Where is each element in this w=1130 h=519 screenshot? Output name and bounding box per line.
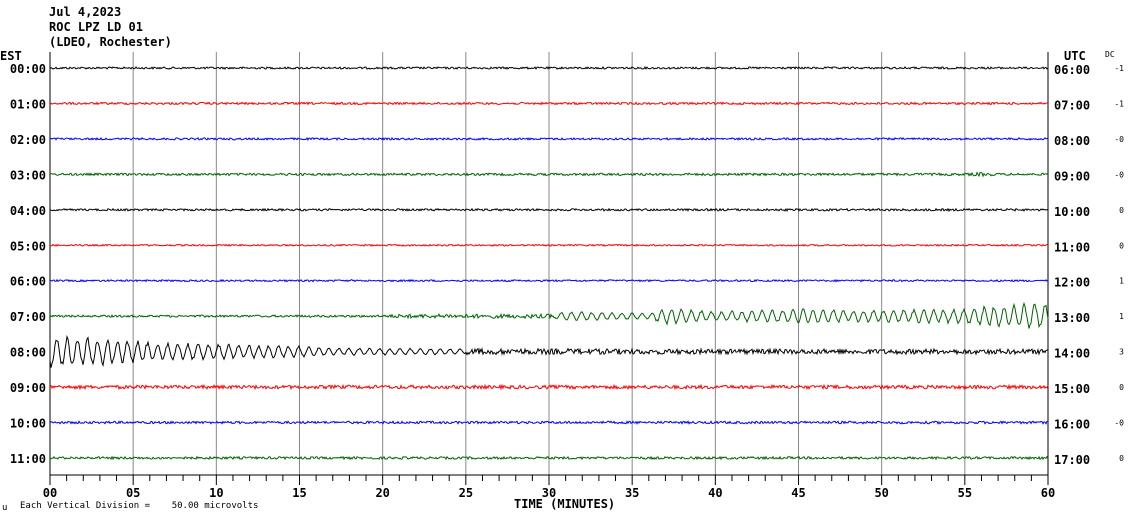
trace-line: [49, 243, 1049, 247]
dc-value: 0: [1119, 383, 1124, 392]
x-axis: 00 05 10 15 20 25 30 35 40 45 50 55 60: [43, 474, 1055, 500]
dc-value: 0: [1119, 454, 1124, 463]
trace-line: [49, 383, 1049, 391]
trace-line: [49, 334, 1049, 368]
dc-value: 0: [1119, 241, 1124, 250]
utc-hour-label: 16:00: [1054, 418, 1090, 432]
trace-line: [49, 136, 1048, 141]
utc-hour-label: 11:00: [1054, 240, 1090, 254]
est-hour-label: 06:00: [10, 275, 46, 289]
x-tick-label: 35: [625, 486, 639, 500]
utc-hour-label: 08:00: [1054, 134, 1090, 148]
est-hour-label: 05:00: [10, 239, 46, 253]
dc-value: -1: [1114, 64, 1124, 73]
x-axis-label: TIME (MINUTES): [514, 497, 615, 511]
date-label: Jul 4,2023: [49, 5, 121, 19]
scale-note: Each Vertical Division = 50.00 microvolt…: [20, 501, 258, 511]
traces: [49, 65, 1049, 461]
x-tick-label: 20: [375, 486, 389, 500]
utc-hour-label: 06:00: [1054, 63, 1090, 77]
dc-value: 3: [1119, 348, 1124, 357]
est-hour-label: 07:00: [10, 310, 46, 324]
est-hour-label: 09:00: [10, 381, 46, 395]
x-tick-label: 45: [791, 486, 805, 500]
x-tick-label: 10: [209, 486, 223, 500]
x-tick-label: 40: [708, 486, 722, 500]
dc-value: -0: [1114, 170, 1124, 179]
utc-hour-label: 12:00: [1054, 276, 1090, 290]
dc-value: -1: [1114, 99, 1124, 108]
x-tick-label: 60: [1041, 486, 1055, 500]
dc-title: DC: [1105, 50, 1115, 59]
trace-line: [49, 101, 1049, 106]
trace-line: [49, 207, 1049, 212]
utc-hour-label: 14:00: [1054, 347, 1090, 361]
x-tick-label: 25: [459, 486, 473, 500]
utc-hour-label: 17:00: [1054, 453, 1090, 467]
trace-line: [50, 171, 1049, 178]
trace-line: [49, 301, 1049, 329]
trace-line: [49, 65, 1049, 70]
trace-line: [49, 420, 1049, 425]
x-tick-label: 30: [542, 486, 556, 500]
dc-value: -0: [1114, 135, 1124, 144]
est-hour-label: 08:00: [10, 346, 46, 360]
utc-hour-label: 13:00: [1054, 311, 1090, 325]
row-labels: 00:00 06:00 -1 01:00 07:00 -1 02:00 08:00 -0 03:0…: [10, 62, 1124, 467]
dc-value: 0: [1119, 206, 1124, 215]
corner-mark: u: [2, 503, 7, 513]
x-tick-label: 00: [43, 486, 57, 500]
trace-line: [49, 455, 1049, 461]
utc-hour-label: 10:00: [1054, 205, 1090, 219]
utc-hour-label: 07:00: [1054, 98, 1090, 112]
trace-line: [49, 278, 1049, 283]
x-tick-label: 55: [958, 486, 972, 500]
est-hour-label: 02:00: [10, 133, 46, 147]
est-hour-label: 00:00: [10, 62, 46, 76]
dc-value: 1: [1119, 277, 1124, 286]
utc-hour-label: 09:00: [1054, 169, 1090, 183]
est-hour-label: 10:00: [10, 417, 46, 431]
utc-hour-label: 15:00: [1054, 382, 1090, 396]
network-label: (LDEO, Rochester): [49, 35, 172, 49]
x-tick-label: 15: [292, 486, 306, 500]
x-tick-label: 50: [874, 486, 888, 500]
x-tick-label: 05: [126, 486, 140, 500]
est-hour-label: 03:00: [10, 168, 46, 182]
est-hour-label: 04:00: [10, 204, 46, 218]
utc-axis-title: UTC: [1064, 49, 1086, 63]
est-hour-label: 11:00: [10, 452, 46, 466]
grid: [49, 52, 1049, 475]
est-axis-title: EST: [0, 49, 22, 63]
dc-value: -0: [1114, 419, 1124, 428]
dc-value: 1: [1119, 312, 1124, 321]
est-hour-label: 01:00: [10, 97, 46, 111]
station-label: ROC LPZ LD 01: [49, 20, 143, 34]
